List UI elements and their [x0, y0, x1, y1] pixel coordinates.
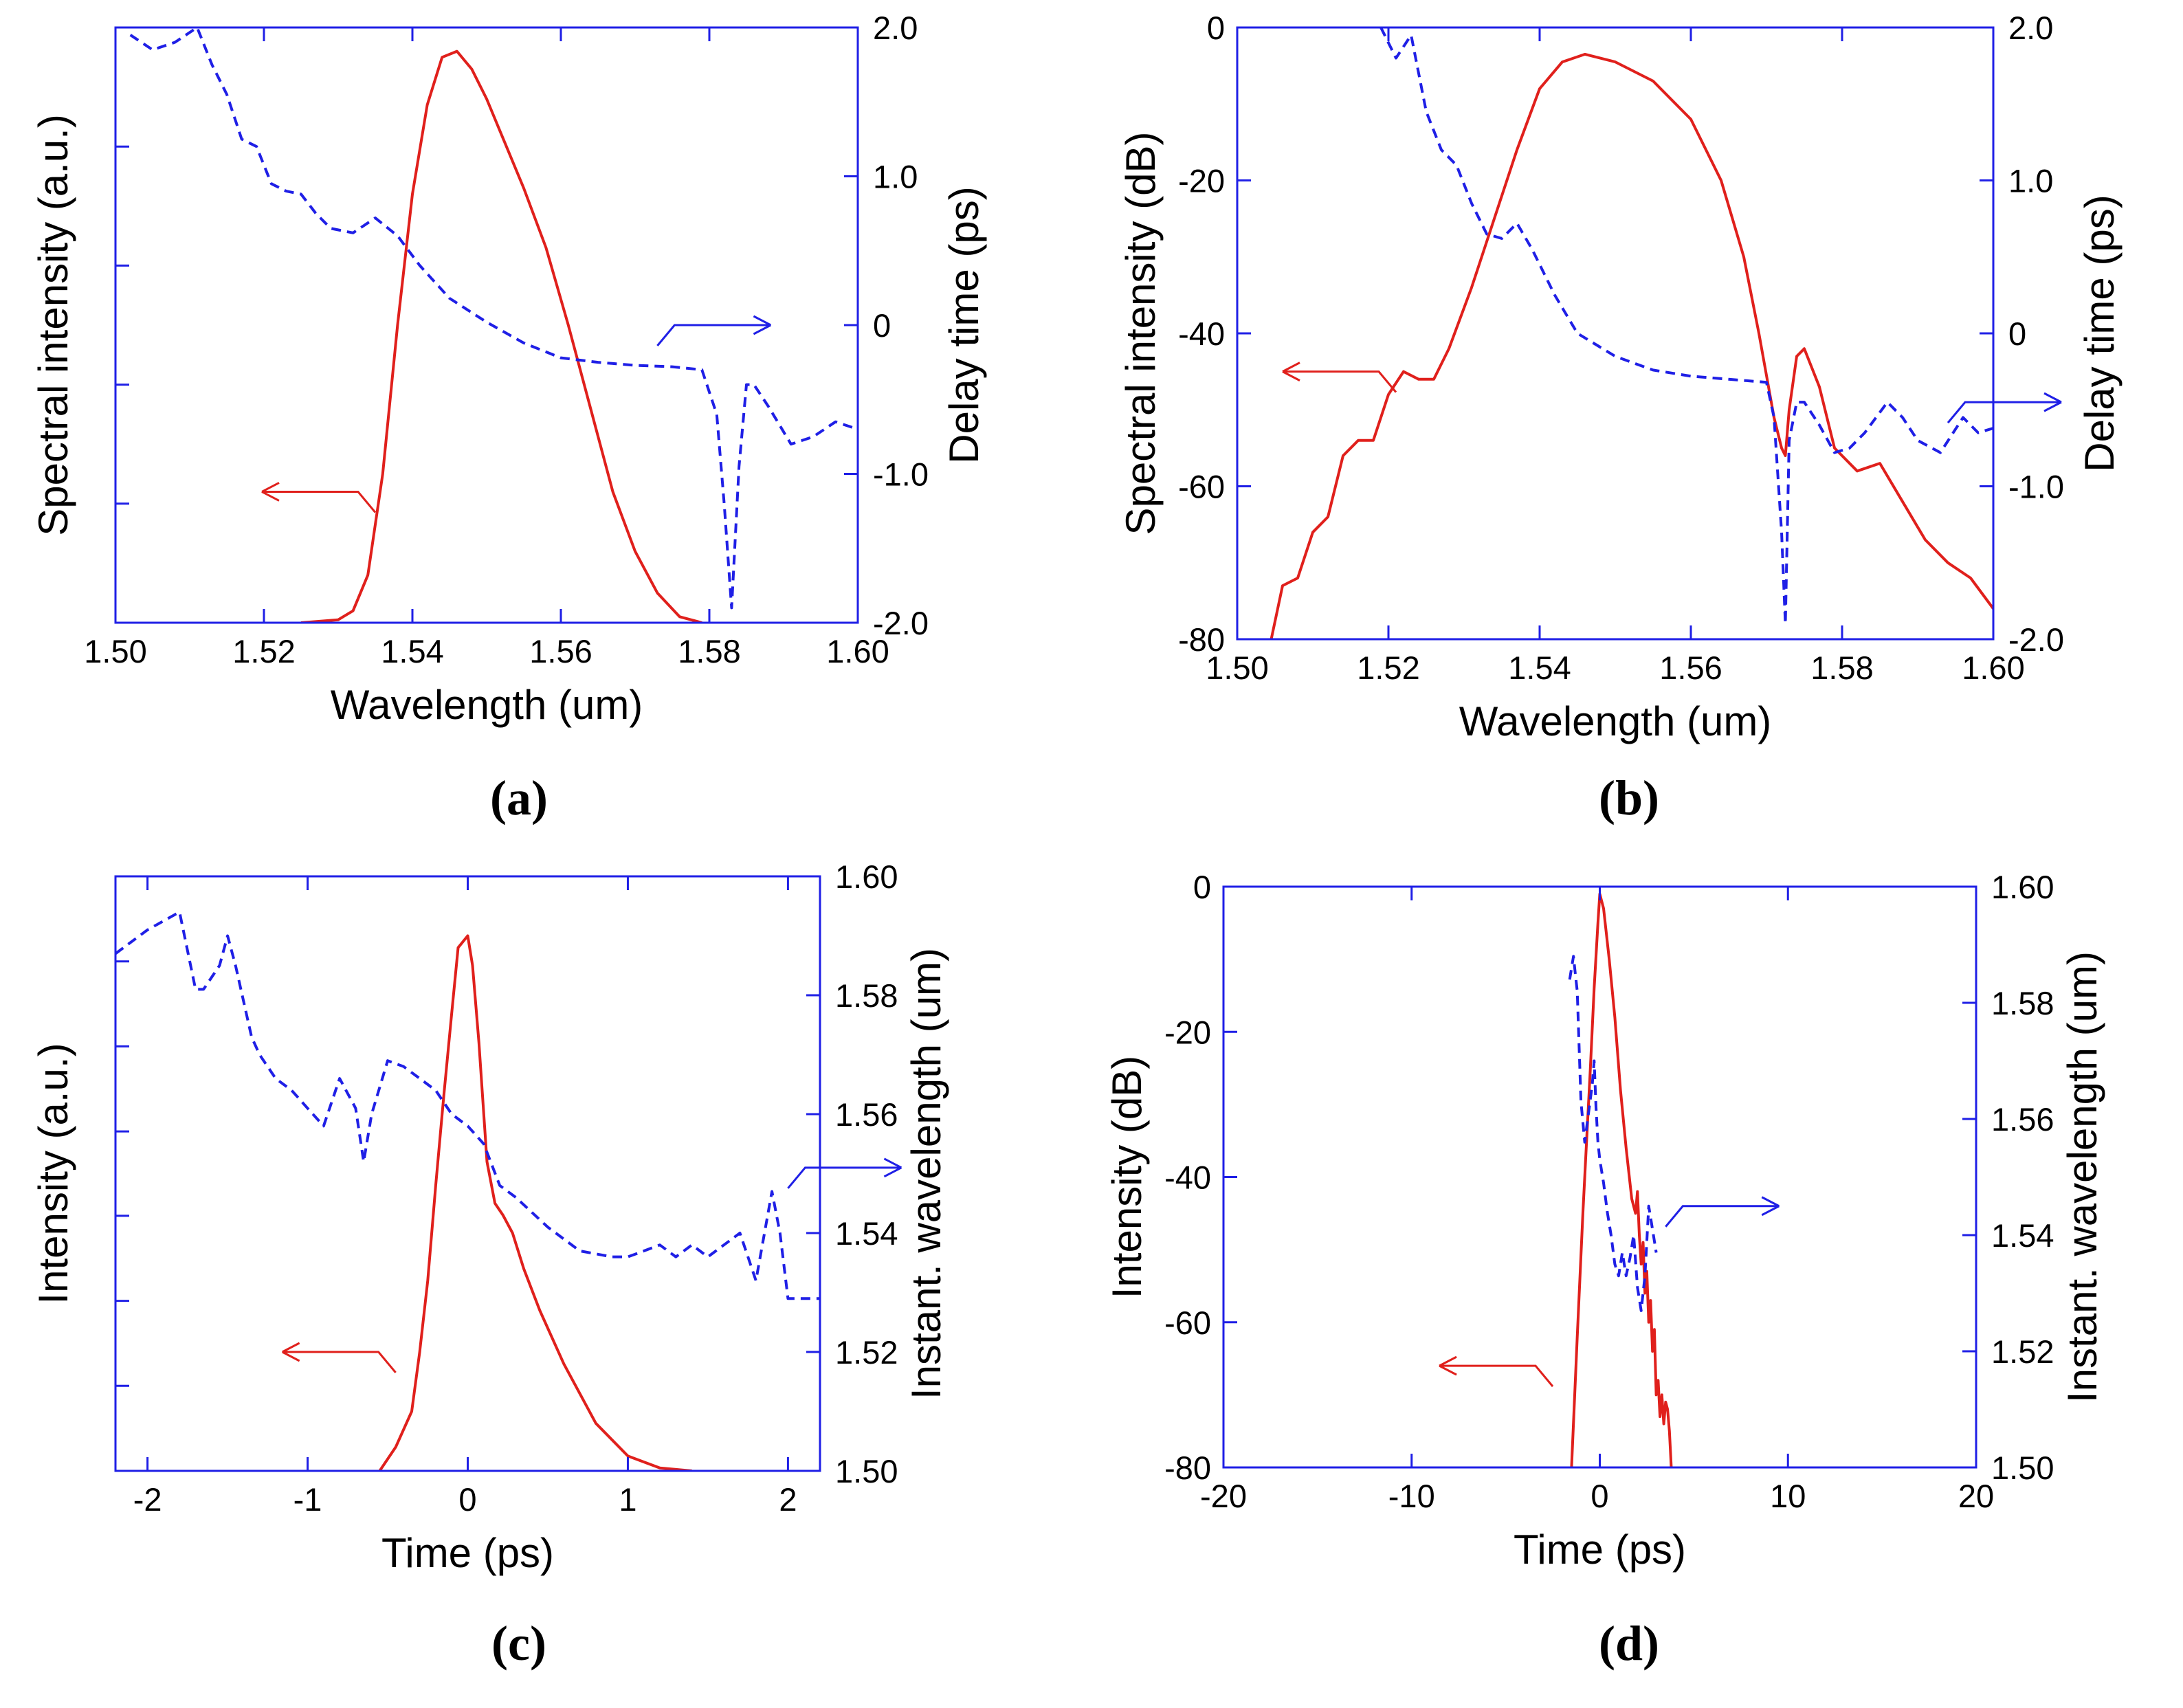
- x-tick-label: 1.50: [84, 633, 146, 669]
- right-axis-arrow-icon: [787, 1157, 902, 1189]
- y-right-tick-label: 1.0: [873, 159, 918, 195]
- y-left-axis-title: Intensity (a.u.): [30, 1043, 76, 1304]
- y-right-tick-label: 1.58: [1991, 985, 2054, 1021]
- y-right-tick-label: 1.60: [1991, 869, 2054, 905]
- y-right-tick-label: 1.54: [1991, 1217, 2054, 1254]
- x-tick-label: 1.52: [1357, 650, 1419, 686]
- x-tick-label: -10: [1388, 1478, 1435, 1514]
- left-axis-arrow-icon: [1282, 362, 1397, 393]
- x-tick-label: 1.50: [1206, 650, 1268, 686]
- y-left-tick-label: 0: [1193, 869, 1211, 905]
- delay-series-line: [1568, 955, 1658, 1312]
- x-axis-title: Wavelength (um): [1459, 698, 1772, 744]
- y-right-tick-label: -2.0: [873, 605, 929, 641]
- panel-b: 1.50 1.52 1.54 1.56 1.58 1.60 0 -20 -40 -60 -80 2.0…: [1118, 10, 2123, 825]
- y-right-tick-label: 1.54: [835, 1215, 898, 1252]
- x-tick-label: 1.60: [1962, 650, 2024, 686]
- y-left-tick-label: 0: [1207, 10, 1225, 46]
- panel-a: 1.50 1.52 1.54 1.56 1.58 1.60 2.0 1.0 0 -1.0 -2.0 W…: [30, 10, 987, 825]
- left-axis-arrow-icon: [281, 1342, 397, 1373]
- y-left-tick-label: -40: [1178, 315, 1225, 352]
- y-right-axis-title: Delay time (ps): [2076, 195, 2123, 472]
- right-axis-arrow-icon: [1947, 392, 2062, 424]
- x-tick-label: 1.58: [678, 633, 740, 669]
- y-left-tick-label: -60: [1178, 469, 1225, 505]
- y-right-tick-label: 1.56: [835, 1096, 898, 1133]
- y-right-tick-label: 2.0: [873, 10, 918, 46]
- x-axis-title: Wavelength (um): [331, 682, 643, 728]
- panel-c: -2 -1 0 1 2 1.60 1.58 1.56 1.54 1.52 1.50 Time (ps)…: [30, 858, 949, 1671]
- plot-frame: [114, 875, 821, 1472]
- y-right-tick-label: 0: [873, 307, 891, 344]
- y-left-tick-label: -60: [1164, 1305, 1211, 1341]
- panel-letter: d: [1615, 1616, 1643, 1671]
- x-tick-label: 1.56: [1659, 650, 1722, 686]
- y-right-tick-label: 2.0: [2008, 10, 2053, 46]
- y-right-tick-label: 1.50: [1991, 1450, 2054, 1486]
- y-right-tick-label: -1.0: [2008, 469, 2064, 505]
- y-right-tick-label: -2.0: [2008, 621, 2064, 658]
- y-right-tick-label: 1.52: [835, 1334, 898, 1371]
- y-right-axis-title: Instant. wavelength (um): [903, 948, 949, 1399]
- x-tick-label: -2: [133, 1481, 162, 1518]
- panel-label: (a): [490, 770, 548, 825]
- delay-series-line: [129, 27, 858, 610]
- panel-letter: a: [507, 770, 531, 825]
- x-tick-label: 2: [779, 1481, 797, 1518]
- y-right-tick-label: 1.50: [835, 1453, 898, 1489]
- x-tick-label: 1: [619, 1481, 636, 1518]
- right-axis-arrow-icon: [656, 315, 772, 346]
- plot-frame: [1236, 26, 1995, 641]
- y-right-tick-label: 0: [2008, 315, 2026, 352]
- y-right-tick-label: 1.0: [2008, 163, 2053, 199]
- y-left-tick-label: -20: [1178, 163, 1225, 199]
- intensity-series-line: [1570, 892, 1673, 1467]
- x-tick-label: 1.58: [1810, 650, 1873, 686]
- panel-label: (d): [1599, 1616, 1659, 1671]
- intensity-series-line: [378, 934, 692, 1471]
- right-axis-arrow-icon: [1665, 1196, 1780, 1228]
- y-left-axis-title: Spectral intensity (a.u.): [30, 114, 76, 536]
- x-tick-label: -1: [293, 1481, 322, 1518]
- x-tick-label: 20: [1958, 1478, 1994, 1514]
- y-right-tick-label: 1.58: [835, 977, 898, 1014]
- y-right-tick-label: 1.52: [1991, 1333, 2054, 1370]
- y-right-axis-title: Instant. wavelength (um): [2059, 951, 2105, 1403]
- plot-frame: [1222, 885, 1977, 1469]
- left-axis-arrow-icon: [261, 482, 377, 513]
- delay-series-line: [115, 910, 820, 1300]
- y-left-tick-label: -40: [1164, 1160, 1211, 1196]
- x-axis-title: Time (ps): [381, 1530, 554, 1576]
- intensity-series-line: [300, 49, 702, 623]
- y-left-tick-label: -80: [1164, 1450, 1211, 1486]
- panel-label: (b): [1599, 770, 1659, 825]
- x-tick-label: 10: [1770, 1478, 1806, 1514]
- x-tick-label: 1.54: [381, 633, 443, 669]
- y-right-tick-label: 1.60: [835, 858, 898, 895]
- x-tick-label: -20: [1200, 1478, 1247, 1514]
- x-axis-title: Time (ps): [1514, 1527, 1686, 1573]
- panel-letter: b: [1615, 770, 1643, 825]
- y-left-tick-label: -20: [1164, 1014, 1211, 1050]
- x-tick-label: 1.52: [232, 633, 295, 669]
- panel-label: (c): [491, 1616, 546, 1671]
- y-left-axis-title: Intensity (dB): [1104, 1056, 1150, 1298]
- y-left-axis-title: Spectral intensity (dB): [1118, 132, 1164, 535]
- delay-series-line: [1379, 27, 1993, 625]
- panel-d: -20 -10 0 10 20 0 -20 -40 -60 -80 1.60 1.58 1.56 1.54…: [1104, 869, 2105, 1671]
- x-tick-label: 1.60: [826, 633, 889, 669]
- panel-letter: c: [508, 1616, 530, 1671]
- x-tick-label: 0: [458, 1481, 476, 1518]
- y-right-tick-label: -1.0: [873, 456, 929, 493]
- x-tick-label: 1.56: [529, 633, 592, 669]
- x-tick-label: 1.54: [1508, 650, 1571, 686]
- intensity-series-line: [1270, 52, 1993, 639]
- x-tick-label: 0: [1591, 1478, 1608, 1514]
- left-axis-arrow-icon: [1439, 1355, 1554, 1388]
- y-right-tick-label: 1.56: [1991, 1101, 2054, 1138]
- y-right-axis-title: Delay time (ps): [941, 186, 987, 463]
- y-left-tick-label: -80: [1178, 621, 1225, 658]
